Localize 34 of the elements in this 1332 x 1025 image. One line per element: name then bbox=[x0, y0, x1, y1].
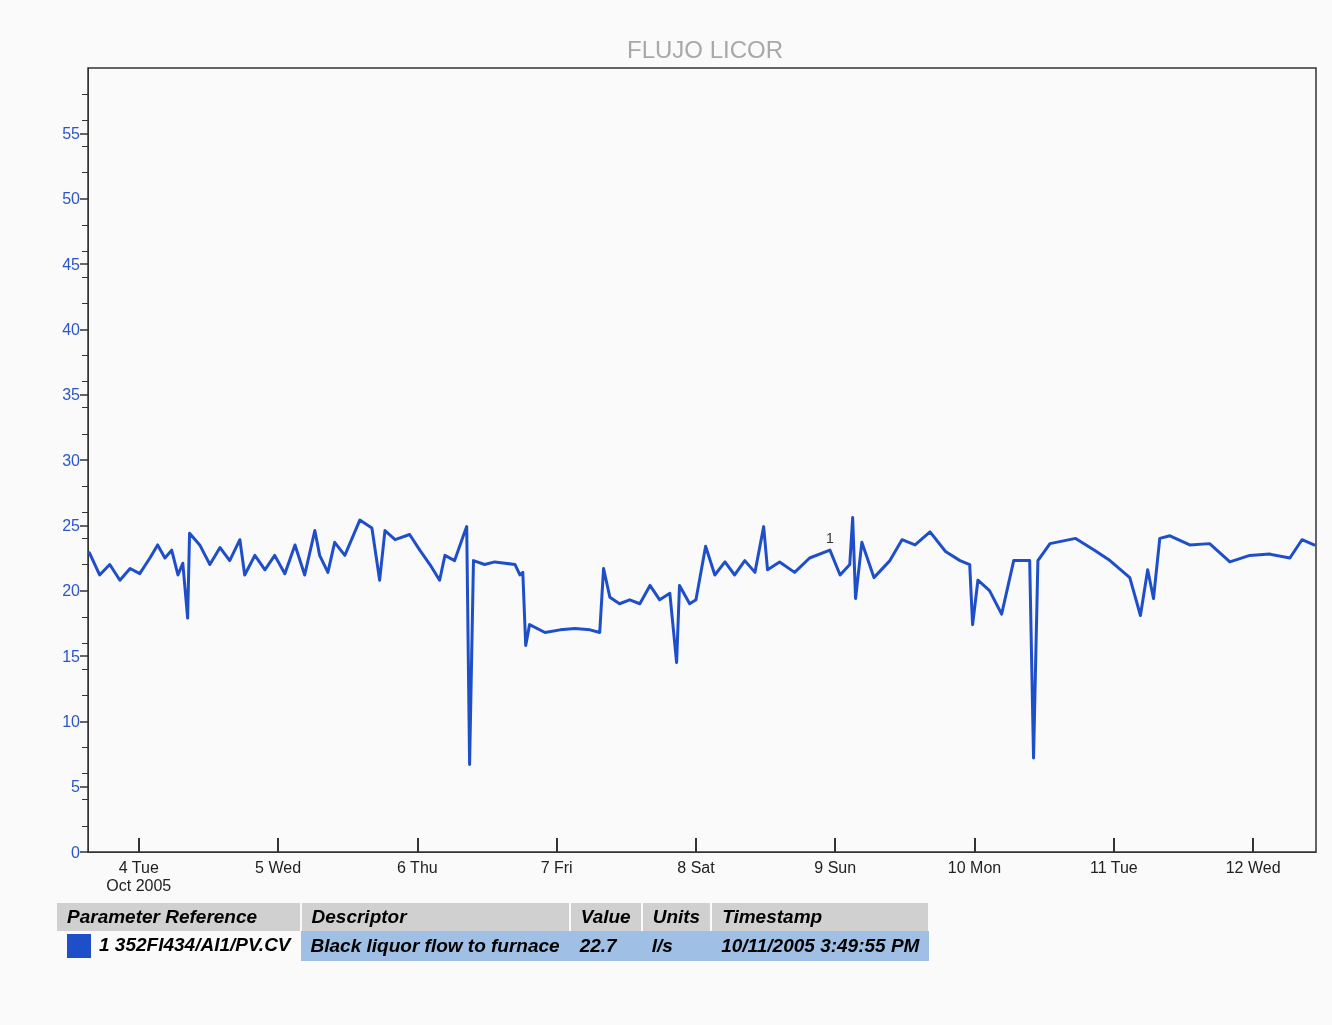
y-tick-label: 0 bbox=[71, 843, 81, 861]
x-tick-label: 10 Mon bbox=[947, 858, 1002, 876]
x-tick-label: 9 Sun bbox=[814, 858, 857, 876]
y-tick-label: 10 bbox=[62, 712, 81, 730]
annotation: 1 bbox=[826, 530, 835, 547]
x-tick-label: 4 Tue Oct 2005 bbox=[106, 858, 172, 894]
text: Units bbox=[652, 906, 701, 927]
x-tick-label: 11 Tue bbox=[1089, 858, 1138, 876]
text: Value bbox=[580, 906, 631, 927]
y-tick-label: 15 bbox=[62, 647, 81, 665]
text: Black liquor flow to furnace bbox=[310, 935, 560, 956]
x-tick-label: 8 Sat bbox=[677, 858, 716, 876]
y-tick-label: 20 bbox=[62, 582, 81, 600]
y-tick-label: 55 bbox=[62, 124, 81, 142]
text: Descriptor bbox=[311, 906, 407, 927]
text: 1 352FI434/AI1/PV.CV bbox=[99, 934, 291, 956]
x-tick-label: 5 Wed bbox=[255, 858, 302, 876]
y-tick-label: 35 bbox=[62, 386, 81, 404]
text: Timestamp bbox=[722, 906, 823, 927]
y-tick-label: 30 bbox=[62, 451, 81, 469]
x-tick-label: 12 Wed bbox=[1225, 858, 1281, 876]
line-series bbox=[87, 515, 1316, 766]
y-tick-label: 50 bbox=[62, 190, 81, 208]
y-tick-label: 25 bbox=[62, 516, 81, 534]
chart-title: FLUJO LICOR bbox=[626, 35, 784, 63]
y-tick-label: 45 bbox=[62, 255, 81, 273]
text: Parameter Reference bbox=[67, 906, 258, 927]
text: 10/11/2005 3:49:55 PM bbox=[721, 935, 920, 956]
text: l/s bbox=[651, 935, 673, 956]
x-tick-label: 7 Fri bbox=[540, 858, 573, 876]
x-tick-label: 6 Thu bbox=[397, 858, 438, 876]
y-tick-label: 5 bbox=[71, 778, 81, 796]
y-tick-label: 40 bbox=[62, 320, 81, 338]
text: 22.7 bbox=[579, 935, 617, 956]
